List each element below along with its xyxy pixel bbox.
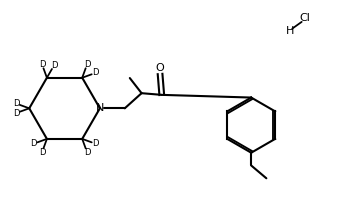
Text: D: D [13,99,19,108]
Text: Cl: Cl [300,13,310,22]
Text: D: D [30,139,37,148]
Text: O: O [156,63,164,73]
Text: H: H [286,26,294,36]
Text: D: D [84,148,90,157]
Text: D: D [84,60,90,69]
Text: D: D [51,61,57,70]
Text: D: D [39,148,45,157]
Text: N: N [96,103,104,113]
Text: D: D [92,68,99,77]
Text: D: D [13,109,19,118]
Text: D: D [92,139,99,148]
Text: D: D [39,60,45,69]
